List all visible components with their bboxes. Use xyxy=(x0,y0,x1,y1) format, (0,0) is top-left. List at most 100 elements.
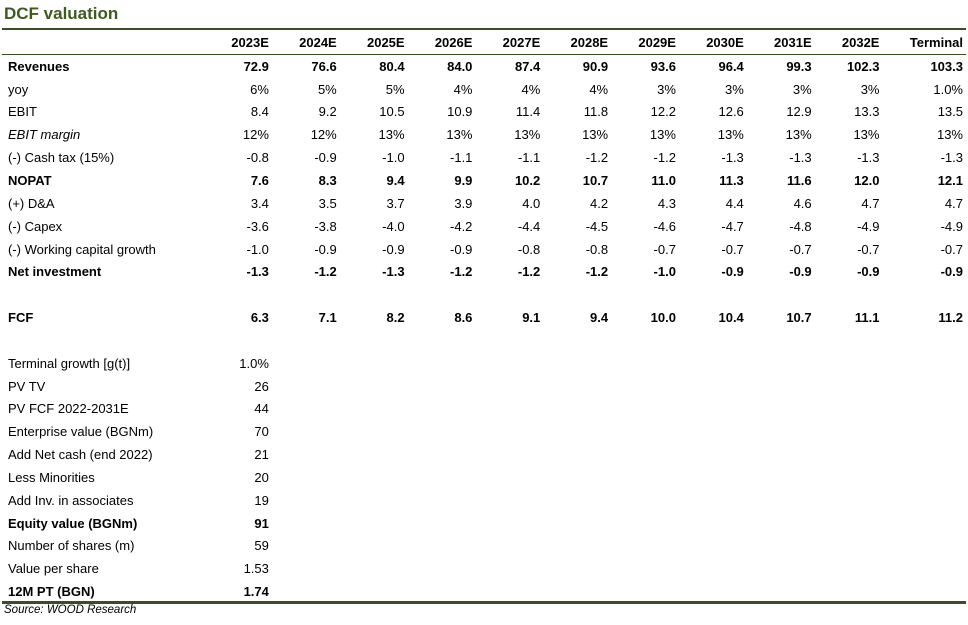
empty-cell xyxy=(475,512,543,535)
empty-cell xyxy=(272,443,340,466)
row-value: 13% xyxy=(378,127,405,143)
row-label xyxy=(2,283,204,306)
row-value: 4.0 xyxy=(522,195,541,211)
summary-value: 70 xyxy=(254,424,269,440)
row-value: -4.5 xyxy=(585,218,609,234)
row-value: -0.7 xyxy=(789,241,812,257)
empty-cell xyxy=(475,557,543,580)
summary-value: 26 xyxy=(254,378,269,394)
empty-cell xyxy=(475,375,543,398)
empty-cell xyxy=(611,420,679,443)
empty-cell xyxy=(882,489,966,512)
row-value: 11.2 xyxy=(938,310,963,326)
table-row: NOPAT 7.6 8.3 9.4 9.9 10.2 10.7 11.0 11.3 11.6 12.… xyxy=(2,169,966,192)
empty-cell xyxy=(543,580,611,603)
table-row: (-) Capex -3.6 -3.8 -4.0 -4.2 -4.4 -4.5 -4.6 -4.… xyxy=(2,215,966,238)
empty-cell xyxy=(340,512,408,535)
row-value: 10.7 xyxy=(786,310,812,326)
row-value: -0.9 xyxy=(314,241,337,257)
empty-cell xyxy=(340,535,408,558)
empty-cell xyxy=(543,557,611,580)
row-value xyxy=(882,283,966,306)
column-header: 2029E xyxy=(611,31,679,55)
row-label xyxy=(2,329,204,352)
row-value: 13% xyxy=(853,127,880,143)
row-value: 3% xyxy=(860,81,880,97)
empty-cell xyxy=(679,535,747,558)
column-header: 2026E xyxy=(407,31,476,55)
empty-cell xyxy=(272,535,340,558)
summary-row: PV TV 26 xyxy=(2,375,966,398)
summary-row: Enterprise value (BGNm) 70 xyxy=(2,420,966,443)
row-value: 11.6 xyxy=(787,172,812,188)
row-value: 3% xyxy=(725,81,744,97)
summary-value: 44 xyxy=(254,401,269,417)
empty-cell xyxy=(679,352,747,375)
empty-cell xyxy=(272,375,340,398)
row-value: 1.0% xyxy=(933,81,963,97)
row-value: -3.8 xyxy=(314,218,337,234)
empty-cell xyxy=(747,580,815,603)
row-value: 6% xyxy=(250,81,269,97)
empty-cell xyxy=(543,375,611,398)
row-label: Revenues xyxy=(8,58,70,74)
empty-cell xyxy=(747,375,815,398)
row-value: -1.2 xyxy=(517,264,541,280)
empty-cell xyxy=(340,557,408,580)
empty-cell xyxy=(543,489,611,512)
empty-cell xyxy=(543,352,611,375)
row-label: (-) Cash tax (15%) xyxy=(8,150,115,166)
empty-cell xyxy=(611,489,679,512)
table-row: (-) Cash tax (15%) -0.8 -0.9 -1.0 -1.1 -1.1 -1… xyxy=(2,146,966,169)
row-value: 7.6 xyxy=(250,172,269,188)
empty-cell xyxy=(543,443,611,466)
empty-cell xyxy=(815,535,883,558)
row-value: 9.4 xyxy=(590,310,609,326)
row-value: 8.4 xyxy=(250,104,269,120)
empty-cell xyxy=(679,420,747,443)
row-value: -1.0 xyxy=(246,241,269,257)
row-value: -1.2 xyxy=(653,150,676,166)
summary-label: Value per share xyxy=(8,561,99,577)
row-value: -1.2 xyxy=(585,264,609,280)
row-value: -4.0 xyxy=(382,218,405,234)
row-value: -0.7 xyxy=(721,241,744,257)
row-value: 12.6 xyxy=(718,104,744,120)
row-value: 11.8 xyxy=(583,104,609,120)
row-value: -4.9 xyxy=(940,218,963,234)
row-value: 5% xyxy=(385,81,405,97)
row-label: EBIT xyxy=(8,104,37,120)
row-value xyxy=(679,329,747,352)
table-row: (+) D&A 3.4 3.5 3.7 3.9 4.0 4.2 4.3 4.4 4.6 4.7 4.7 xyxy=(2,192,966,215)
summary-row: 12M PT (BGN) 1.74 xyxy=(2,580,966,603)
row-value: -1.2 xyxy=(450,264,473,280)
empty-cell xyxy=(611,352,679,375)
row-value: -4.4 xyxy=(517,218,541,234)
empty-cell xyxy=(272,398,340,421)
empty-cell xyxy=(340,398,408,421)
row-label: Net investment xyxy=(8,264,102,280)
empty-cell xyxy=(408,489,476,512)
header-row: 2023E 2024E 2025E 2026E 2027E 2028E 2029E 2030E… xyxy=(2,31,966,55)
table-row: yoy 6% 5% 5% 4% 4% 4% 3% 3% 3% 3% 1.0% xyxy=(2,78,966,101)
empty-cell xyxy=(611,375,679,398)
row-value: 8.6 xyxy=(454,310,473,326)
empty-cell xyxy=(272,420,340,443)
row-value: 11.3 xyxy=(719,172,744,188)
row-value: 3.7 xyxy=(386,195,405,211)
row-value xyxy=(272,329,340,352)
row-value: 84.0 xyxy=(447,58,473,74)
row-value xyxy=(475,283,543,306)
empty-cell xyxy=(815,580,883,603)
row-value xyxy=(747,283,815,306)
row-value xyxy=(204,283,272,306)
row-value: 12.1 xyxy=(937,172,963,188)
empty-cell xyxy=(747,557,815,580)
row-label: EBIT margin xyxy=(8,127,81,143)
summary-row: PV FCF 2022-2031E 44 xyxy=(2,398,966,421)
table-row: EBIT 8.4 9.2 10.5 10.9 11.4 11.8 12.2 12.6 12.9 13… xyxy=(2,101,966,124)
row-value: 9.2 xyxy=(318,104,337,120)
summary-label: 12M PT (BGN) xyxy=(8,584,95,600)
row-value: 96.4 xyxy=(718,58,744,74)
row-value: 12.2 xyxy=(650,104,676,120)
